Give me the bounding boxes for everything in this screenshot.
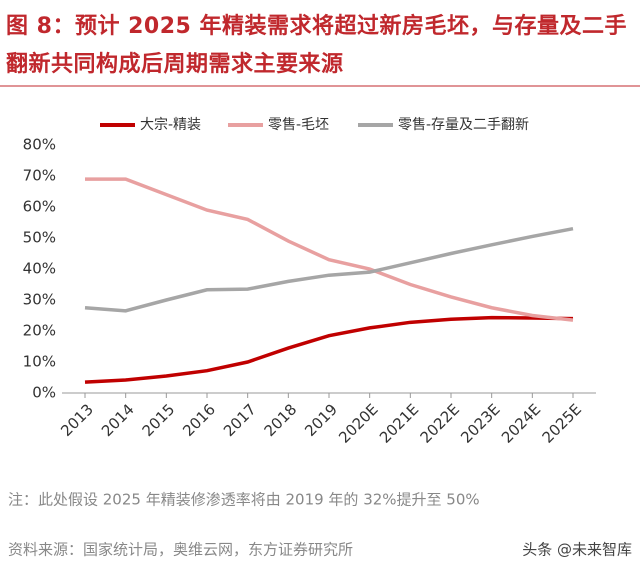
y-tick-label: 50%: [23, 229, 56, 247]
y-tick-label: 20%: [23, 322, 56, 340]
series-line: [84, 226, 574, 313]
x-tick-label: 2015: [139, 400, 179, 440]
series-line: [84, 315, 574, 384]
source: 资料来源：国家统计局，奥维云网，东方证券研究所: [8, 541, 353, 559]
series-line: [85, 177, 574, 322]
y-tick-label: 80%: [23, 136, 56, 154]
y-tick-label: 70%: [23, 167, 56, 185]
y-tick-label: 10%: [23, 353, 56, 371]
note: 注：此处假设 2025 年精装修渗透率将由 2019 年的 32%提升至 50%: [8, 491, 480, 509]
y-tick-label: 40%: [23, 260, 56, 278]
x-tick-label: 2013: [57, 400, 97, 440]
x-tick-label: 2017: [220, 400, 260, 440]
y-tick-label: 60%: [23, 198, 56, 216]
x-tick-label: 2020E: [335, 400, 381, 446]
x-tick-label: 2016: [179, 400, 219, 440]
legend-label: 大宗-精装: [140, 117, 201, 133]
legend-label: 零售-毛坯: [268, 117, 329, 133]
legend-label: 零售-存量及二手翻新: [398, 117, 529, 133]
watermark: 头条 @未来智库: [522, 541, 632, 559]
y-tick-label: 30%: [23, 291, 56, 309]
x-tick-label: 2014: [98, 400, 138, 440]
x-tick-label: 2018: [261, 400, 301, 440]
x-tick-label: 2023E: [457, 400, 503, 446]
x-tick-label: 2021E: [376, 400, 422, 446]
x-tick-label: 2025E: [539, 400, 585, 446]
x-tick-label: 2024E: [498, 400, 544, 446]
y-tick-label: 0%: [32, 384, 56, 402]
x-tick-label: 2022E: [417, 400, 463, 446]
chart-title: 图 8：预计 2025 年精装需求将超过新房毛坯，与存量及二手翻新共同构成后周期…: [6, 14, 628, 77]
